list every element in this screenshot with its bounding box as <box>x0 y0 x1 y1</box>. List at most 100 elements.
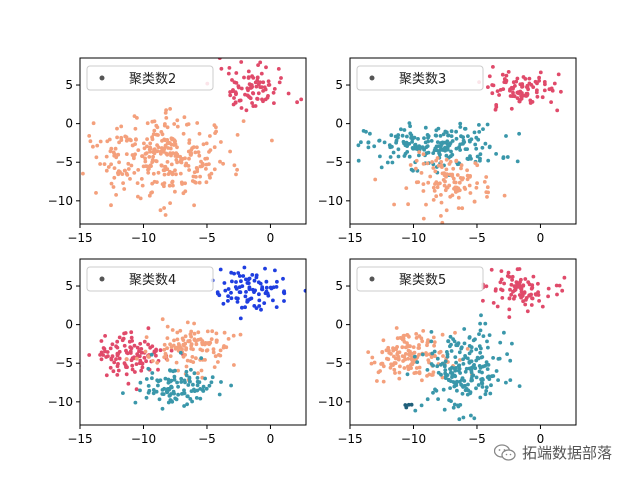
point-cluster-2 <box>423 125 428 130</box>
point-cluster-3 <box>478 328 483 333</box>
point-cluster-3 <box>392 202 396 207</box>
point-cluster-2 <box>393 356 398 361</box>
point-cluster-3 <box>510 341 514 346</box>
point-cluster-2 <box>163 143 168 148</box>
point-cluster-3 <box>435 364 440 369</box>
point-cluster-2 <box>165 160 170 164</box>
point-cluster-3 <box>443 371 448 376</box>
point-cluster-3 <box>464 366 469 371</box>
point-cluster-3 <box>485 185 490 190</box>
point-cluster-2 <box>121 336 126 341</box>
point-cluster-4 <box>409 402 414 407</box>
point-cluster-3 <box>457 417 462 422</box>
point-cluster-4 <box>204 386 209 391</box>
point-cluster-3 <box>442 407 447 412</box>
point-cluster-1 <box>514 280 519 284</box>
point-cluster-4 <box>121 391 125 395</box>
x-tick-label: 0 <box>267 231 275 245</box>
point-cluster-1 <box>218 267 223 272</box>
subplot-3: −15 −10 −5 0 5 0 −5 −10 聚类数4 <box>48 258 307 446</box>
point-cluster-4 <box>169 384 174 389</box>
point-cluster-2 <box>152 119 157 124</box>
point-cluster-2 <box>457 145 461 150</box>
point-cluster-2 <box>179 160 184 165</box>
point-cluster-3 <box>222 330 227 335</box>
point-cluster-2 <box>165 138 170 142</box>
point-cluster-1 <box>510 278 514 282</box>
point-cluster-2 <box>183 163 188 168</box>
point-cluster-2 <box>170 179 175 184</box>
point-cluster-2 <box>130 143 135 148</box>
point-cluster-3 <box>450 365 454 370</box>
point-cluster-2 <box>172 143 176 147</box>
point-cluster-3 <box>434 194 439 199</box>
point-cluster-2 <box>175 145 179 150</box>
point-cluster-3 <box>200 339 205 343</box>
point-cluster-3 <box>426 180 431 185</box>
point-cluster-3 <box>435 185 440 190</box>
point-cluster-3 <box>479 313 483 318</box>
point-cluster-3 <box>454 343 459 348</box>
point-cluster-2 <box>412 135 417 140</box>
point-cluster-1 <box>222 281 227 285</box>
point-cluster-2 <box>432 340 437 344</box>
point-cluster-1 <box>256 63 260 67</box>
point-cluster-3 <box>472 199 477 204</box>
point-cluster-1 <box>542 88 547 93</box>
point-cluster-2 <box>117 335 122 340</box>
point-cluster-2 <box>426 339 431 344</box>
point-cluster-2 <box>115 351 120 356</box>
point-cluster-3 <box>412 354 417 359</box>
point-cluster-2 <box>110 342 115 347</box>
point-cluster-3 <box>143 349 148 354</box>
point-cluster-3 <box>449 342 453 347</box>
point-cluster-3 <box>453 368 458 373</box>
point-cluster-1 <box>237 274 242 278</box>
point-cluster-2 <box>160 146 165 151</box>
point-cluster-1 <box>499 269 504 273</box>
point-cluster-2 <box>453 330 457 335</box>
point-cluster-3 <box>485 339 489 344</box>
point-cluster-2 <box>235 133 240 137</box>
point-cluster-4 <box>156 383 160 388</box>
point-cluster-2 <box>123 168 127 173</box>
point-cluster-3 <box>124 357 129 361</box>
point-cluster-1 <box>554 283 559 288</box>
point-cluster-2 <box>167 183 172 188</box>
point-cluster-3 <box>439 200 444 205</box>
point-cluster-2 <box>398 364 402 369</box>
point-cluster-3 <box>442 183 447 188</box>
point-cluster-2 <box>450 139 455 143</box>
point-cluster-2 <box>477 130 482 134</box>
point-cluster-3 <box>420 352 425 357</box>
scatter-points <box>356 65 563 224</box>
point-cluster-1 <box>239 86 244 91</box>
point-cluster-1 <box>257 292 261 297</box>
point-cluster-1 <box>230 279 234 284</box>
point-cluster-2 <box>193 150 198 155</box>
point-cluster-2 <box>204 167 208 171</box>
point-cluster-4 <box>195 376 200 380</box>
point-cluster-2 <box>174 158 179 162</box>
point-cluster-2 <box>505 155 510 159</box>
y-tick-label: −5 <box>55 356 73 370</box>
point-cluster-2 <box>416 137 420 141</box>
point-cluster-2 <box>132 343 137 348</box>
point-cluster-2 <box>391 348 396 353</box>
point-cluster-1 <box>232 271 237 276</box>
point-cluster-2 <box>163 165 167 169</box>
point-cluster-3 <box>480 381 485 386</box>
point-cluster-2 <box>356 143 361 148</box>
point-cluster-1 <box>527 293 532 298</box>
point-cluster-2 <box>182 115 187 120</box>
point-cluster-1 <box>508 88 512 93</box>
point-cluster-4 <box>175 380 180 385</box>
point-cluster-2 <box>476 137 481 142</box>
x-tick-label: 0 <box>267 432 275 446</box>
point-cluster-2 <box>148 149 153 154</box>
point-cluster-2 <box>419 336 424 341</box>
point-cluster-3 <box>454 158 459 163</box>
point-cluster-2 <box>431 335 436 340</box>
point-cluster-2 <box>115 373 120 377</box>
point-cluster-3 <box>456 195 461 200</box>
